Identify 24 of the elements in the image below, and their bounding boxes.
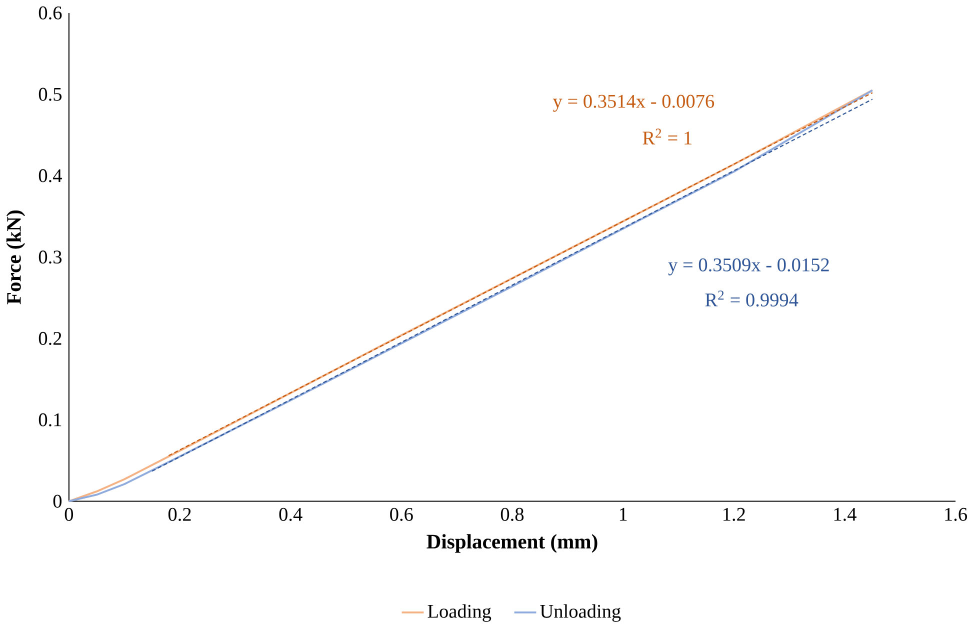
annotation: R$^{2}$ = 0.9994 — [705, 290, 798, 307]
legend-label: Unloading — [540, 604, 621, 622]
y-tick-label: 0.4 — [38, 169, 62, 182]
y-tick-label: 0.2 — [38, 332, 62, 346]
y-tick-label: 0.6 — [38, 6, 62, 20]
y-tick-label: 0.1 — [38, 413, 62, 427]
x-tick-label: 0.4 — [279, 508, 302, 522]
y-axis-title: Force (kN) — [6, 210, 26, 304]
legend-label: Loading — [428, 604, 492, 622]
x-tick-label: 0.6 — [390, 508, 413, 522]
x-tick-label: 1 — [620, 508, 627, 521]
annotation: y = 0.3514x - 0.0076 — [553, 94, 714, 112]
x-tick-label: 0 — [64, 508, 74, 522]
y-tick-label: 0.3 — [38, 250, 62, 264]
x-tick-label: 1.6 — [945, 508, 968, 522]
x-tick-label: 1.2 — [724, 508, 745, 522]
y-tick-label: 0.5 — [38, 88, 62, 102]
x-axis-title: Displacement (mm) — [426, 534, 598, 553]
annotation: R$^{2}$ = 1 — [642, 128, 692, 144]
annotation: y = 0.3509x - 0.0152 — [668, 258, 829, 276]
x-tick-label: 0.8 — [500, 508, 524, 522]
x-tick-label: 0.2 — [168, 508, 191, 522]
x-tick-label: 1.4 — [834, 508, 856, 522]
y-tick-label: 0 — [53, 494, 62, 508]
